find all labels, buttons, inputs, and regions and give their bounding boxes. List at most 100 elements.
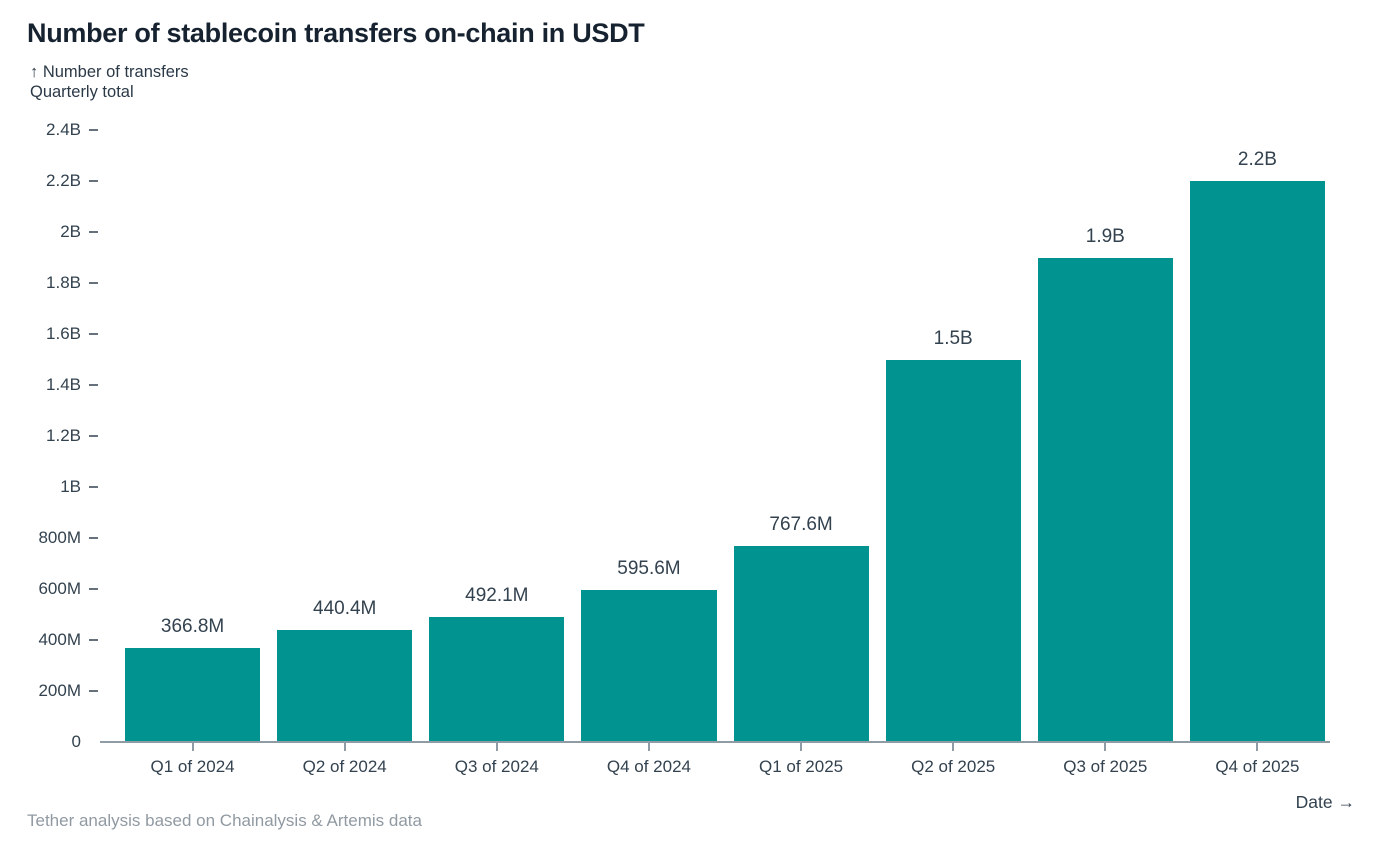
y-tick-label: 2.4B bbox=[46, 120, 81, 139]
bar-column: 1.5B bbox=[885, 130, 1021, 742]
y-tick-label: 1B bbox=[60, 477, 81, 496]
chart-title: Number of stablecoin transfers on-chain … bbox=[27, 18, 645, 48]
y-tick-label: 400M bbox=[38, 630, 81, 649]
x-tick-cell: Q2 of 2025 bbox=[886, 743, 1021, 777]
bar-column: 1.9B bbox=[1037, 130, 1173, 742]
y-tick: 1.2B bbox=[46, 426, 98, 446]
bar-value-label: 595.6M bbox=[617, 558, 681, 580]
y-tick: 200M bbox=[38, 681, 98, 701]
up-arrow-icon: ↑ bbox=[30, 63, 39, 81]
y-tick: 400M bbox=[38, 630, 98, 650]
y-tick-mark bbox=[89, 129, 98, 131]
y-tick: 600M bbox=[38, 579, 98, 599]
y-tick-mark bbox=[89, 537, 98, 539]
bars-container: 366.8M 440.4M 492.1M 595.6M 767.6M 1.5B 1.9B 2.… bbox=[100, 130, 1330, 742]
y-tick: 1B bbox=[60, 477, 98, 497]
x-tick-cell: Q2 of 2024 bbox=[277, 743, 412, 777]
bar-column: 767.6M bbox=[733, 130, 869, 742]
bar-column: 492.1M bbox=[429, 130, 565, 742]
y-tick-label: 600M bbox=[38, 579, 81, 598]
y-tick-mark bbox=[89, 333, 98, 335]
bar-column: 595.6M bbox=[581, 130, 717, 742]
x-tick-mark bbox=[800, 743, 803, 751]
bar bbox=[277, 629, 413, 742]
x-tick-label: Q4 of 2024 bbox=[606, 757, 691, 776]
y-tick-mark bbox=[89, 282, 98, 284]
y-axis-title-block: ↑ Number of transfers Quarterly total bbox=[30, 62, 189, 102]
y-tick-mark bbox=[89, 690, 98, 692]
bar-value-label: 440.4M bbox=[313, 597, 377, 619]
y-tick: 1.8B bbox=[46, 273, 98, 293]
x-tick-cell: Q4 of 2024 bbox=[581, 743, 716, 777]
y-tick: 2.4B bbox=[46, 120, 98, 140]
x-tick-label: Q1 of 2024 bbox=[150, 757, 235, 776]
y-tick-mark bbox=[89, 180, 98, 182]
y-tick: 1.4B bbox=[46, 375, 98, 395]
x-tick-label: Q2 of 2024 bbox=[302, 757, 387, 776]
bar bbox=[1037, 257, 1173, 742]
x-tick-cell: Q3 of 2025 bbox=[1038, 743, 1173, 777]
y-tick-label: 1.2B bbox=[46, 426, 81, 445]
bar bbox=[733, 546, 869, 742]
y-tick-mark bbox=[89, 435, 98, 437]
x-tick-mark bbox=[1256, 743, 1259, 751]
x-axis-line bbox=[100, 741, 1330, 743]
bar-value-label: 1.5B bbox=[933, 327, 973, 349]
x-tick-label: Q1 of 2025 bbox=[759, 757, 844, 776]
y-axis-subtitle: Quarterly total bbox=[30, 83, 134, 101]
bar-value-label: 492.1M bbox=[465, 584, 529, 606]
bar-value-label: 1.9B bbox=[1085, 225, 1125, 247]
y-tick-label: 1.8B bbox=[46, 273, 81, 292]
bar bbox=[885, 359, 1021, 742]
plot-area: 0 200M 400M 600M 800M 1B 1.2B 1.4B 1.6B 1.8B 2B 2.2… bbox=[38, 120, 1330, 776]
x-tick-label: Q2 of 2025 bbox=[911, 757, 996, 776]
y-tick-mark bbox=[89, 231, 98, 233]
y-axis-title: Number of transfers bbox=[42, 63, 189, 81]
y-tick-mark bbox=[89, 639, 98, 641]
bar-column: 366.8M bbox=[125, 130, 261, 742]
y-tick: 1.6B bbox=[46, 324, 98, 344]
x-tick-mark bbox=[1104, 743, 1107, 751]
x-tick-mark bbox=[343, 743, 346, 751]
y-tick-label: 200M bbox=[38, 681, 81, 700]
bar-value-label: 2.2B bbox=[1237, 149, 1277, 170]
x-tick-cell: Q4 of 2025 bbox=[1190, 743, 1325, 777]
bar bbox=[125, 648, 261, 742]
bar-column: 440.4M bbox=[277, 130, 413, 742]
bar-value-label: 366.8M bbox=[160, 616, 225, 638]
x-tick-cell: Q3 of 2024 bbox=[429, 743, 564, 777]
y-axis-title-line: ↑ Number of transfers bbox=[30, 62, 189, 82]
x-tick-cell: Q1 of 2024 bbox=[125, 743, 260, 777]
bar-column: 2.2B bbox=[1189, 130, 1325, 742]
y-tick-label: 0 bbox=[71, 732, 81, 751]
y-tick-label: 1.6B bbox=[46, 324, 81, 343]
y-tick-mark bbox=[89, 588, 98, 590]
bar bbox=[581, 590, 717, 742]
x-tick-cell: Q1 of 2025 bbox=[734, 743, 869, 777]
x-tick-label: Q4 of 2025 bbox=[1215, 757, 1300, 776]
y-tick-label: 2B bbox=[60, 222, 81, 241]
y-tick-mark bbox=[89, 486, 98, 488]
y-tick: 0 bbox=[72, 732, 98, 752]
bar-value-label: 767.6M bbox=[769, 514, 833, 536]
x-tick-label: Q3 of 2024 bbox=[454, 757, 539, 776]
y-tick: 2B bbox=[60, 222, 98, 242]
x-axis-labels: Q1 of 2024 Q2 of 2024 Q3 of 2024 Q4 of 2024… bbox=[100, 743, 1330, 777]
x-tick-label: Q3 of 2025 bbox=[1063, 757, 1148, 776]
y-tick-label: 1.4B bbox=[46, 375, 81, 394]
bar bbox=[1189, 181, 1325, 742]
x-tick-mark bbox=[647, 743, 650, 751]
x-axis-title: Date → bbox=[1295, 792, 1355, 812]
y-tick-label: 2.2B bbox=[46, 171, 81, 190]
y-axis: 0 200M 400M 600M 800M 1B 1.2B 1.4B 1.6B 1.8B 2B 2.2… bbox=[5, 120, 100, 751]
y-tick: 800M bbox=[38, 528, 98, 548]
x-tick-mark bbox=[495, 743, 498, 751]
x-tick-mark bbox=[952, 743, 955, 751]
y-tick: 2.2B bbox=[46, 171, 98, 191]
x-tick-mark bbox=[191, 743, 194, 751]
y-tick-mark bbox=[89, 384, 98, 386]
bar bbox=[429, 616, 565, 742]
y-tick-label: 800M bbox=[38, 528, 81, 547]
source-note: Tether analysis based on Chainalysis & A… bbox=[27, 811, 422, 830]
